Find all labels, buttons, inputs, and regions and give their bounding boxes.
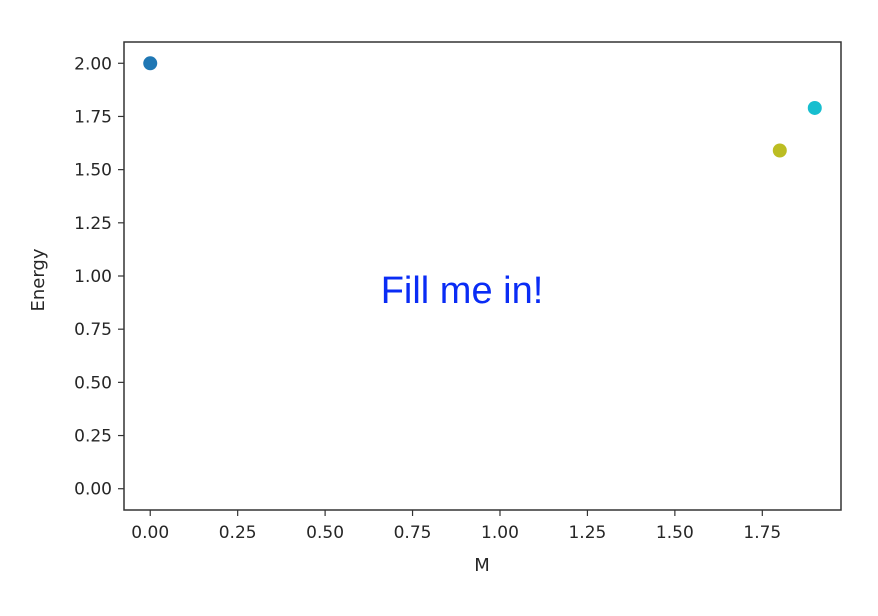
y-tick-label: 1.50 [74, 161, 112, 181]
plot-area [123, 41, 842, 511]
y-tick-label: 1.25 [74, 214, 112, 234]
x-tick-label: 0.50 [306, 523, 344, 543]
x-axis-label: M [474, 555, 490, 576]
x-tick-label: 1.75 [743, 523, 781, 543]
x-tick-label: 1.50 [656, 523, 694, 543]
scatter-point [143, 56, 158, 71]
y-tick-label: 0.50 [74, 373, 112, 393]
y-tick-label: 1.75 [74, 107, 112, 127]
y-axis: 0.00 0.25 0.50 0.75 1.00 1.25 1.50 1.75 2.00 [74, 54, 124, 500]
x-tick-label: 0.75 [394, 523, 432, 543]
y-tick-label: 0.00 [74, 480, 112, 500]
x-tick-label: 1.00 [481, 523, 519, 543]
x-tick-label: 0.25 [219, 523, 257, 543]
y-tick-label: 0.25 [74, 427, 112, 447]
y-tick-label: 1.00 [74, 267, 112, 287]
scatter-point [772, 143, 787, 158]
x-tick-label: 1.25 [568, 523, 606, 543]
scatter-point [807, 100, 822, 115]
y-tick-label: 2.00 [74, 54, 112, 74]
y-tick-label: 0.75 [74, 320, 112, 340]
data-points [143, 56, 822, 158]
x-axis: 0.00 0.25 0.50 0.75 1.00 1.25 1.50 1.75 [131, 510, 781, 543]
chart-annotation: Fill me in! [381, 270, 544, 312]
y-axis-label: Energy [28, 248, 49, 311]
x-tick-label: 0.00 [131, 523, 169, 543]
